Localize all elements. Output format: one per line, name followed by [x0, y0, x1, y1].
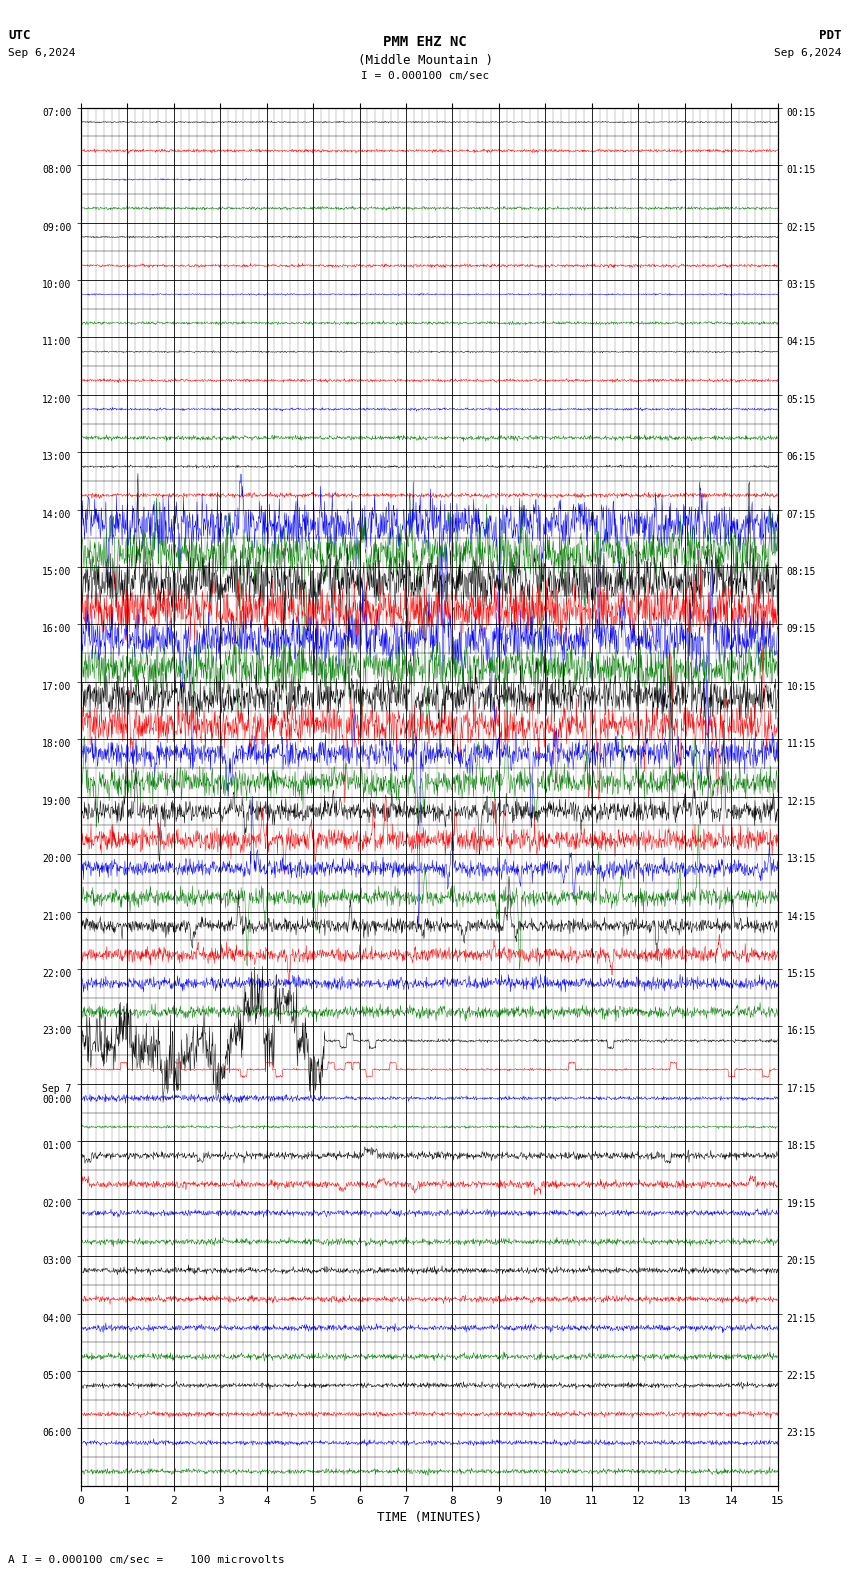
Text: Sep 6,2024: Sep 6,2024: [774, 48, 842, 57]
Text: PDT: PDT: [819, 29, 842, 41]
Text: I = 0.000100 cm/sec: I = 0.000100 cm/sec: [361, 71, 489, 81]
Text: Sep 6,2024: Sep 6,2024: [8, 48, 76, 57]
Text: UTC: UTC: [8, 29, 31, 41]
X-axis label: TIME (MINUTES): TIME (MINUTES): [377, 1511, 482, 1524]
Text: (Middle Mountain ): (Middle Mountain ): [358, 54, 492, 67]
Text: A I = 0.000100 cm/sec =    100 microvolts: A I = 0.000100 cm/sec = 100 microvolts: [8, 1555, 286, 1565]
Text: PMM EHZ NC: PMM EHZ NC: [383, 35, 467, 49]
